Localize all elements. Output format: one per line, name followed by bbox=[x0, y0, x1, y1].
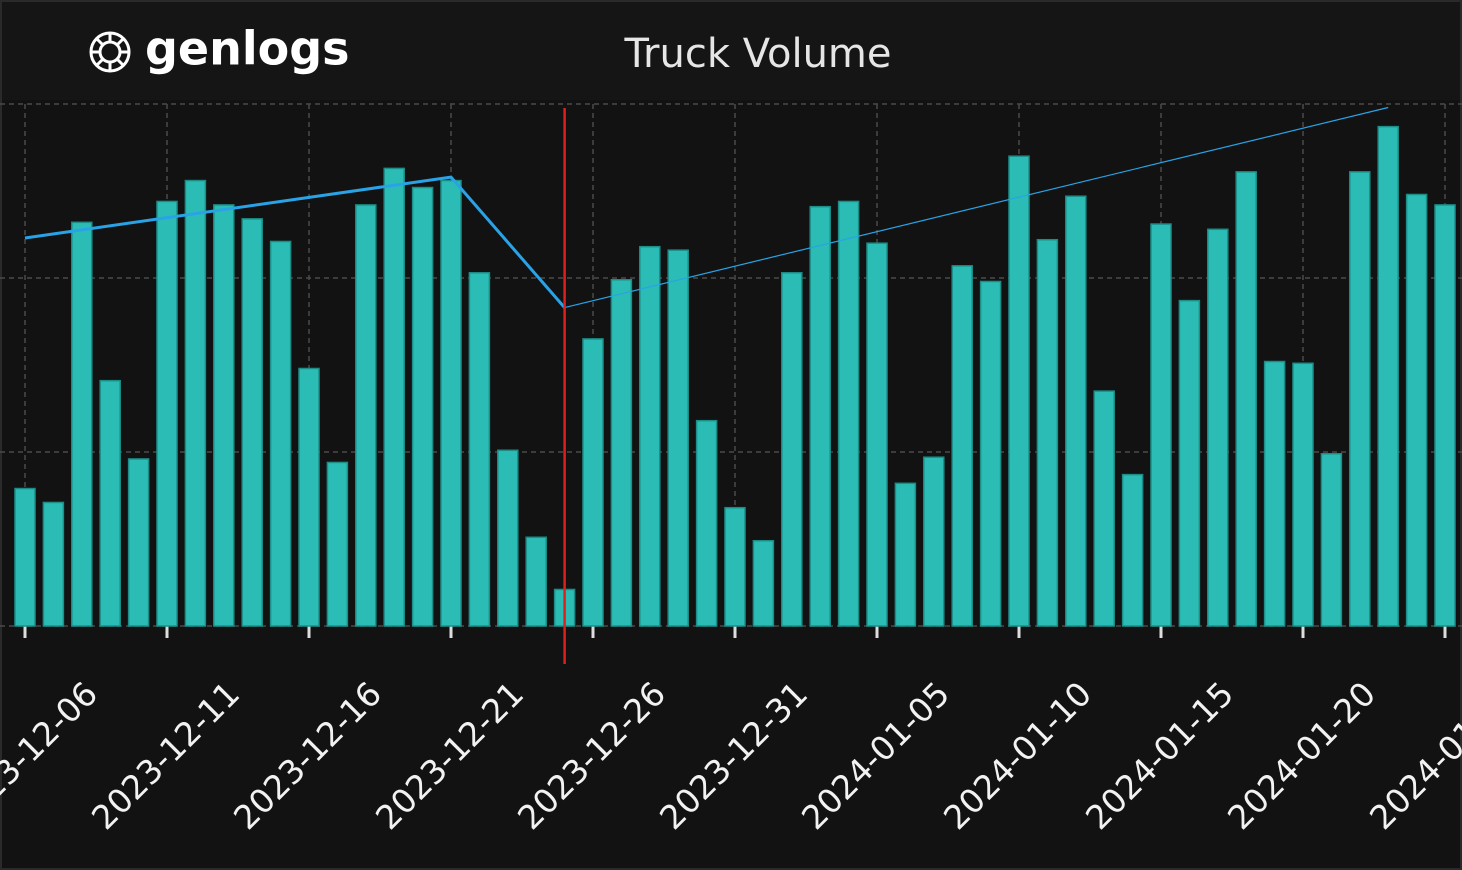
header bbox=[0, 0, 1462, 100]
bar bbox=[1008, 155, 1030, 627]
chart-title: Truck Volume bbox=[624, 31, 892, 77]
trend-line bbox=[24, 175, 566, 309]
bar bbox=[894, 482, 917, 627]
bar bbox=[411, 186, 434, 627]
bar bbox=[951, 265, 973, 627]
bar bbox=[42, 501, 65, 627]
bar bbox=[809, 205, 831, 627]
bar bbox=[1178, 299, 1201, 627]
bar bbox=[127, 458, 150, 627]
bar bbox=[667, 249, 689, 627]
bar bbox=[156, 200, 178, 627]
logo-icon bbox=[89, 31, 131, 73]
bar bbox=[1093, 390, 1115, 627]
bar bbox=[298, 367, 320, 627]
bar bbox=[1207, 228, 1229, 627]
bar bbox=[724, 506, 746, 627]
bar bbox=[752, 539, 775, 627]
bar bbox=[923, 456, 945, 627]
logo: genlogs bbox=[145, 22, 350, 76]
bar bbox=[610, 278, 633, 627]
bar bbox=[326, 461, 349, 627]
bar bbox=[241, 218, 263, 627]
bar bbox=[1320, 452, 1343, 627]
bar bbox=[468, 272, 491, 627]
bar bbox=[1121, 473, 1144, 627]
bar bbox=[355, 204, 377, 627]
bar bbox=[1036, 238, 1059, 627]
bar bbox=[383, 167, 405, 627]
bar bbox=[440, 179, 462, 627]
bar bbox=[1405, 193, 1428, 627]
bar bbox=[781, 272, 803, 627]
bar bbox=[979, 280, 1002, 627]
bar bbox=[1292, 362, 1314, 627]
bar bbox=[582, 338, 604, 627]
bar bbox=[639, 245, 661, 627]
bar bbox=[1263, 360, 1286, 627]
bar bbox=[1235, 171, 1257, 627]
bar bbox=[695, 419, 718, 627]
bar bbox=[269, 240, 292, 627]
bar bbox=[1065, 195, 1087, 627]
bar bbox=[213, 204, 235, 627]
bar bbox=[866, 242, 888, 627]
bar bbox=[1377, 125, 1399, 627]
trend-line bbox=[564, 106, 1389, 309]
bar bbox=[184, 179, 207, 627]
bar bbox=[99, 379, 121, 627]
bar bbox=[525, 536, 547, 627]
bar bbox=[71, 221, 93, 627]
bar bbox=[837, 200, 860, 627]
bar bbox=[1434, 204, 1456, 627]
bar bbox=[1150, 223, 1172, 627]
bar bbox=[497, 449, 519, 627]
bar bbox=[14, 487, 36, 627]
bar bbox=[1349, 171, 1371, 627]
